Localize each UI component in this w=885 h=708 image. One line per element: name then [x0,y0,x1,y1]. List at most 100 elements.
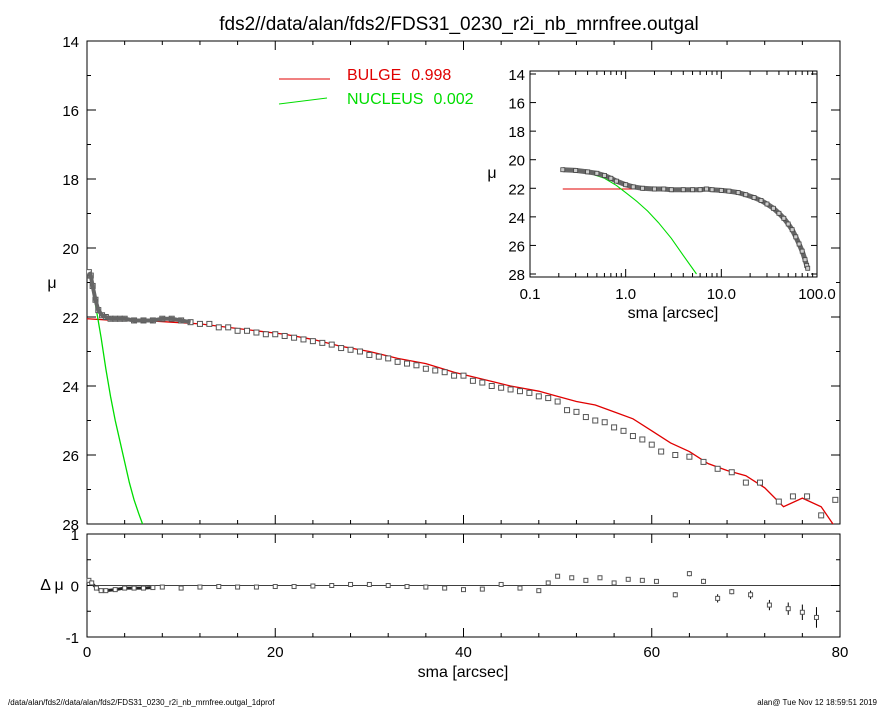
main-data-point [818,512,825,519]
main-data-point [611,424,618,431]
main-data-point [526,389,533,396]
residual-y-ticks: 1 0 -1 [66,527,840,647]
legend-nucleus-entry: NUCLEUS 0.002 [347,91,474,108]
main-data-point [639,436,646,443]
residual-data-point [545,580,551,586]
residual-data-point [291,584,297,590]
main-data-point [225,324,232,331]
residual-x-tick-label: 20 [267,644,284,661]
inset-data-point [630,184,636,190]
inset-data-point [560,167,566,173]
residual-data-point [98,588,104,594]
inset-x-tick-label: 100.0 [798,286,836,303]
residual-y-axis-label: Δ μ [40,577,63,594]
main-data-point [742,479,749,486]
main-data-point [728,469,735,476]
main-data-point [545,395,552,402]
inset-data-point [585,169,590,175]
main-data-point [620,427,627,434]
main-data-point [648,441,655,448]
residual-x-ticks: 0 20 40 60 80 [83,534,848,661]
main-data-point [375,353,382,360]
inset-y-tick-label: 14 [508,67,525,84]
inset-y-ticks: 14 16 18 20 22 24 26 28 [508,67,817,284]
main-data-point [700,458,707,465]
residual-x-axis-label: sma [arcsec] [418,664,509,681]
main-data-point [714,465,721,472]
residual-data-point [140,585,146,591]
inset-data-point [661,186,667,192]
residual-data-point [583,577,589,583]
residual-data-point [729,589,735,595]
inset-series-group [560,167,811,275]
residual-data-point [329,583,335,588]
main-data-point [479,379,486,386]
main-data-point [488,383,495,389]
inset-y-tick-label: 16 [508,96,525,113]
inset-data-point [785,221,791,227]
main-panel: 14 16 18 20 22 24 26 28 μ BULGE 0.998 NUCLEUS 0.0… [47,34,841,534]
main-y-tick-label: 20 [62,241,79,258]
main-data-point [413,362,420,369]
inset-y-tick-label: 26 [508,238,525,255]
inset-data-point [594,170,600,176]
main-data-point [832,496,839,503]
residual-x-tick-label: 0 [83,644,91,661]
legend-nucleus-value: 0.002 [433,91,473,108]
inset-y-tick-label: 20 [508,153,525,170]
main-data-point [262,331,269,338]
inset-data-point [735,190,741,195]
legend-bulge-entry: BULGE 0.998 [347,67,451,84]
inset-panel: 14 16 18 20 22 24 26 28 0.1 1.0 10.0 100.0 μ sma [… [487,67,835,322]
residual-data-point [625,576,631,582]
inset-data-point [776,210,782,216]
residual-data-point [131,585,137,591]
residual-data-point [766,602,772,608]
residual-data-point [178,585,184,591]
residual-data-point [555,573,561,579]
residual-data-point [348,581,354,587]
residual-data-point [653,578,659,584]
residual-data-point [715,595,721,601]
residual-data-point [785,606,791,612]
residual-dense-band [87,579,153,593]
inset-data-point [608,175,614,181]
residual-data-point [366,581,372,587]
residual-data-point [639,577,645,583]
main-data-point [281,332,288,339]
inset-data-point [709,187,715,193]
residual-x-tick-label: 40 [455,644,472,661]
main-data-point [272,331,279,338]
residual-data-point [461,587,466,593]
main-data-point [672,452,679,458]
main-data-point [804,493,811,500]
residual-data-point [103,588,109,594]
inset-y-tick-label: 24 [508,210,525,227]
inset-data-point [802,257,808,263]
inset-data-point [623,182,629,188]
legend-bulge-value: 0.998 [411,67,451,84]
inset-data-point [704,186,709,192]
main-y-tick-label: 22 [62,310,79,327]
main-y-tick-label: 16 [62,103,79,120]
residual-data-point [611,580,617,586]
residual-data-point [517,585,523,591]
residual-data-point [479,586,485,592]
inset-data-point [668,187,674,193]
main-data-point [658,448,665,455]
main-data-point [498,384,505,391]
main-series-group [87,269,839,524]
inset-x-axis-label: sma [arcsec] [628,305,719,322]
inset-x-ticks: 0.1 1.0 10.0 100.0 [520,71,836,303]
inset-data-point [743,192,749,198]
residual-data-point [404,584,410,590]
inset-x-tick-label: 0.1 [520,286,541,303]
residual-data-point [597,575,603,581]
main-data-point [206,320,213,327]
residual-x-tick-label: 60 [643,644,660,661]
inset-data-point [793,234,799,240]
main-y-tick-label: 18 [62,172,79,189]
main-data-point [404,360,411,367]
main-data-point [422,365,429,372]
residual-data-point [216,584,222,590]
